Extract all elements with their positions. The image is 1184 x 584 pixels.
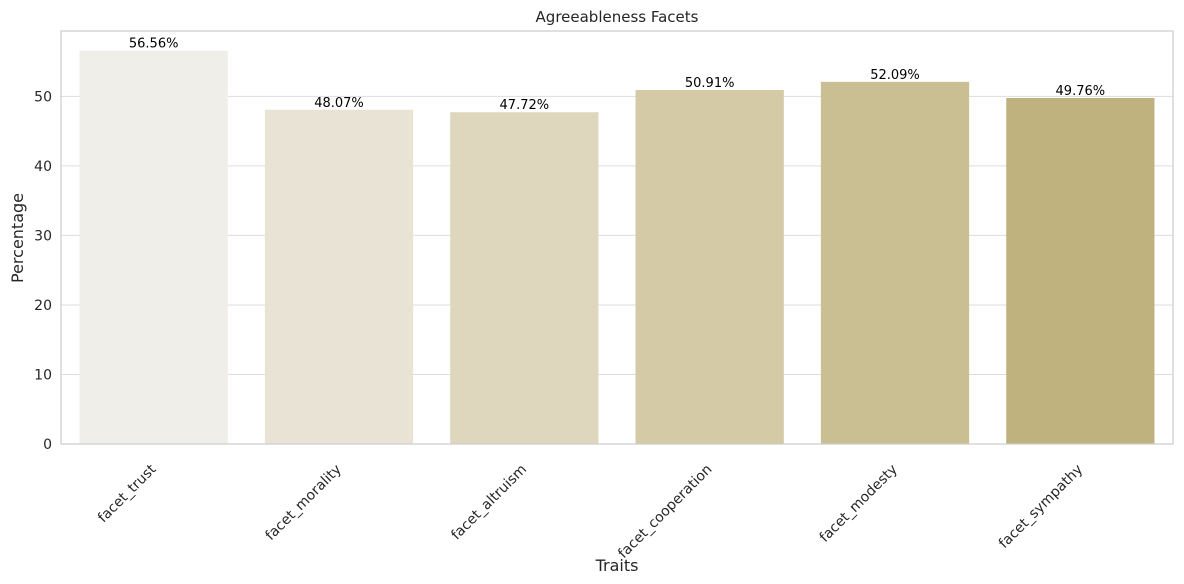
data-label: 56.56% (129, 37, 179, 52)
y-tick-label: 20 (34, 298, 52, 314)
x-tick-label: facet_morality (263, 462, 345, 544)
y-axis-title: Percentage (8, 193, 27, 283)
bar-facet-morality (264, 109, 414, 444)
x-tick-label: facet_sympathy (996, 462, 1086, 552)
bar-facet-cooperation (635, 90, 784, 445)
x-tick-label: facet_modesty (817, 462, 901, 546)
x-tick-label: facet_trust (95, 461, 160, 526)
bar-facet-sympathy (1006, 98, 1155, 445)
data-label: 52.09% (870, 68, 920, 83)
chart-title: Agreeableness Facets (536, 8, 699, 26)
data-label: 48.07% (314, 96, 364, 111)
bar-facet-altruism (450, 112, 599, 445)
y-tick-label: 30 (34, 228, 52, 244)
x-tick-label: facet_cooperation (615, 462, 715, 562)
data-label: 49.76% (1056, 84, 1106, 99)
data-label: 50.91% (685, 76, 735, 91)
y-tick-label: 50 (34, 89, 52, 105)
x-axis-ticks: facet_trust facet_morality facet_altruism f… (95, 461, 1086, 562)
x-tick-label: facet_altruism (448, 462, 530, 544)
plot-frame (60, 30, 1174, 445)
data-label: 47.72% (500, 98, 550, 113)
x-axis-title: Traits (595, 556, 639, 575)
bar-facet-modesty (820, 81, 970, 444)
y-tick-label: 10 (34, 367, 52, 383)
bars (79, 50, 1155, 445)
bar-facet-trust (79, 50, 228, 445)
y-axis-ticks: 0 10 20 30 40 50 (34, 89, 52, 453)
y-tick-label: 40 (34, 159, 52, 175)
data-labels: 56.56% 48.07% 47.72% 50.91% 52.09% 49.76% (129, 37, 1105, 113)
y-tick-label: 0 (43, 437, 52, 453)
